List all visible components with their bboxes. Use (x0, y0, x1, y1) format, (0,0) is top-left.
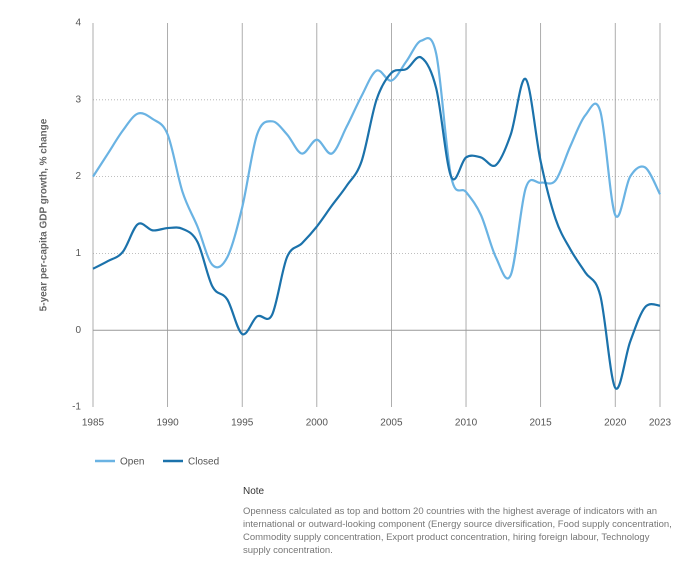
legend-label: Closed (188, 457, 219, 468)
note-text: Openness calculated as top and bottom 20… (243, 506, 672, 556)
x-tick-label: 2015 (530, 418, 553, 429)
x-tick-label: 2005 (380, 418, 403, 429)
x-tick-label: 1995 (231, 418, 254, 429)
chart: 5-year per-capita GDP growth, % change -… (39, 18, 672, 468)
y-tick-label: 2 (75, 171, 81, 182)
series-line (92, 55, 661, 390)
x-tick-label: 2000 (306, 418, 329, 429)
y-tick-label: 0 (75, 325, 81, 336)
note-title: Note (243, 486, 265, 497)
series-line (92, 37, 661, 280)
x-tick-label: 2020 (604, 418, 627, 429)
y-tick-label: 4 (75, 18, 81, 29)
x-tick-label: 1990 (156, 418, 179, 429)
x-tick-label: 2023 (649, 418, 672, 429)
x-tick-label: 2010 (455, 418, 478, 429)
legend-label: Open (120, 457, 144, 468)
y-axis-label: 5-year per-capita GDP growth, % change (39, 118, 50, 311)
y-tick-label: 1 (75, 248, 81, 259)
y-tick-label: 3 (75, 94, 81, 105)
y-tick-label: -1 (72, 402, 81, 413)
x-tick-label: 1985 (82, 418, 105, 429)
